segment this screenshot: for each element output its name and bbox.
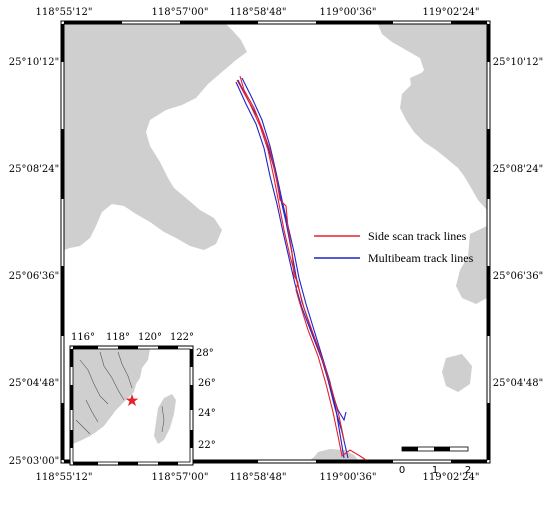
legend-side-scan-label: Side scan track lines [368,229,467,243]
right-tick-0: 25°10'12" [493,57,544,68]
right-tick-3: 25°04'48" [493,378,544,389]
inset-right-tick-3: 22° [198,440,216,451]
scale-label-2: 2 [465,465,471,476]
map-outer-frame [60,20,491,464]
legend: Side scan track lines Multibeam track li… [314,229,474,265]
scale-label-1: 1 [432,465,438,476]
bottom-tick-2: 118°58'48" [230,472,287,483]
inset-land [73,349,176,444]
inset-top-tick-1: 118° [106,332,130,343]
inset-map: 116° 118° 120° 122° 28° 26° 24° 22° [69,332,216,466]
left-tick-3: 25°04'48" [9,378,60,389]
top-tick-1: 118°57'00" [152,7,209,18]
top-tick-4: 119°02'24" [423,7,480,18]
left-tick-4: 25°03'00" [9,456,60,467]
inset-taiwan [154,394,176,444]
bottom-tick-1: 118°57'00" [152,472,209,483]
legend-multibeam-label: Multibeam track lines [368,251,474,265]
scale-bar: 0 1 2 [399,446,471,476]
inset-right-tick-2: 24° [198,408,216,419]
land-northeast [378,24,487,210]
left-ticks: 25°10'12" 25°08'24" 25°06'36" 25°04'48" … [9,57,60,467]
inset-right-tick-0: 28° [196,348,214,359]
left-tick-1: 25°08'24" [9,164,60,175]
inset-frame-ticks [70,346,193,465]
right-tick-1: 25°08'24" [493,164,544,175]
right-tick-2: 25°06'36" [493,271,544,282]
land-east-peninsula [456,226,487,304]
top-tick-0: 118°55'12" [36,7,93,18]
inset-right-tick-1: 26° [198,378,216,389]
inset-top-tick-2: 120° [138,332,162,343]
track-lines [235,75,367,461]
right-ticks: 25°10'12" 25°08'24" 25°06'36" 25°04'48" [493,57,544,389]
land-southeast-island [442,354,472,392]
land-west-coast [64,24,247,250]
side-scan-track [239,75,367,461]
top-tick-3: 119°00'36" [320,7,377,18]
bottom-tick-0: 118°55'12" [36,472,93,483]
left-tick-0: 25°10'12" [9,57,60,68]
inset-rivers [75,351,165,435]
map-inner-frame [63,23,488,461]
top-tick-2: 118°58'48" [230,7,287,18]
bottom-tick-4: 119°02'24" [423,472,480,483]
land-east-island [410,70,444,100]
side-scan-track-2 [236,79,345,441]
inset-top-tick-3: 122° [170,332,194,343]
top-ticks: 118°55'12" 118°57'00" 118°58'48" 119°00'… [36,7,480,18]
left-tick-2: 25°06'36" [9,271,60,282]
inset-mainland [73,349,150,444]
bottom-ticks: 118°55'12" 118°57'00" 118°58'48" 119°00'… [36,472,480,483]
star-icon [125,394,139,406]
inset-top-tick-0: 116° [71,332,95,343]
bottom-tick-3: 119°00'36" [320,472,377,483]
scale-label-0: 0 [399,465,405,476]
